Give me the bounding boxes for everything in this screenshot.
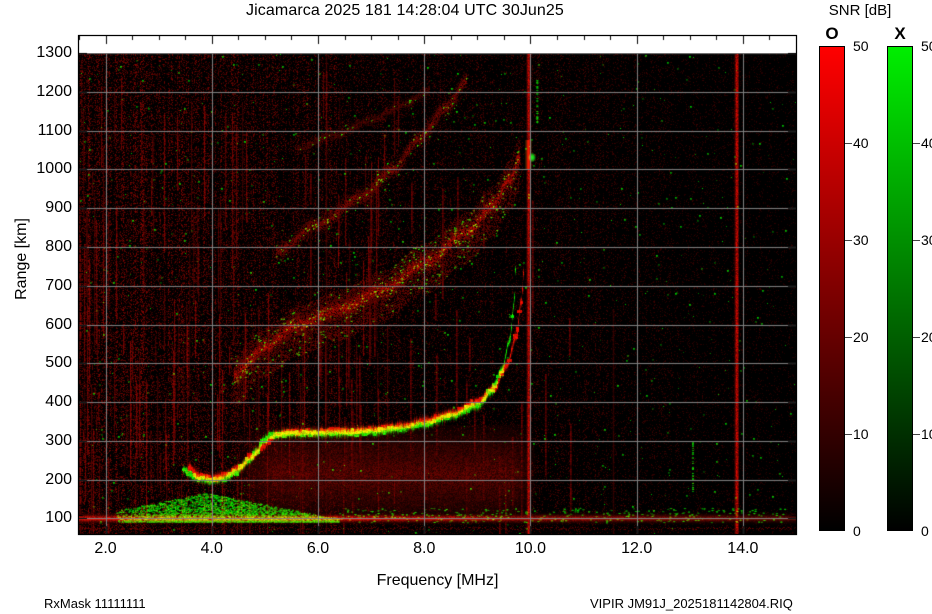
- colorbar-tick-label: 40: [921, 135, 932, 151]
- colorbar-x-mode-label: X: [894, 24, 906, 43]
- colorbar-title: SNR [dB]: [828, 2, 892, 19]
- colorbar-tick: [845, 143, 852, 144]
- axis-ticks-canvas: [66, 23, 826, 563]
- y-axis-tick-label: 800: [45, 237, 72, 255]
- y-axis-tick-label: 200: [45, 470, 72, 488]
- y-axis-tick-label: 600: [45, 315, 72, 333]
- colorbar-tick-label: 20: [921, 329, 932, 345]
- y-axis-tick-label: 500: [45, 354, 72, 372]
- ionogram-plot[interactable]: [66, 23, 826, 563]
- colorbar-o-mode-label: O: [825, 24, 839, 43]
- y-axis-tick-label: 300: [45, 431, 72, 449]
- x-axis-ticklabels: 2.0 4.0 6.0 8.0 10.0 12.0 14.0: [78, 540, 797, 562]
- x-axis-tick-label: 6.0: [306, 540, 330, 557]
- colorbar-tick: [845, 337, 852, 338]
- colorbar-tick-label: 10: [921, 426, 932, 442]
- y-axis-tick-label: 400: [45, 393, 72, 411]
- colorbar-tick-label: 20: [853, 329, 869, 345]
- y-axis-tick-label: 700: [45, 276, 72, 294]
- x-axis-tick-label: 4.0: [200, 540, 223, 557]
- colorbar-tick: [845, 434, 852, 435]
- x-axis-tick-label: 8.0: [413, 540, 436, 557]
- colorbar-tick-label: 30: [921, 232, 932, 248]
- riq-filename-label: VIPIR JM91J_2025181142804.RIQ: [590, 596, 793, 611]
- colorbar-tick: [845, 240, 852, 241]
- colorbar-tick: [913, 240, 920, 241]
- colorbar-tick-label: 0: [921, 523, 929, 539]
- y-axis-tick-label: 1100: [37, 121, 72, 139]
- x-axis-tick-label: 2.0: [94, 540, 117, 557]
- colorbar-tick-label: 50: [853, 38, 869, 54]
- x-axis-tick-label: 12.0: [621, 540, 653, 557]
- colorbar-tick: [913, 143, 920, 144]
- colorbar-o-gradient[interactable]: [819, 46, 845, 531]
- colorbar-tick: [913, 337, 920, 338]
- colorbar-tick-label: 30: [853, 232, 869, 248]
- colorbar-legend: SNR [dB] O 0 10 20 30 40 50 X 0 10 20 30 40 50: [805, 0, 932, 540]
- colorbar-tick-label: 40: [853, 135, 869, 151]
- colorbar-tick-label: 10: [853, 426, 869, 442]
- colorbar-x-gradient[interactable]: [887, 46, 913, 531]
- y-axis-title: Range [km]: [13, 218, 30, 300]
- colorbar-tick-label: 50: [921, 38, 932, 54]
- x-axis-title: Frequency [MHz]: [376, 572, 499, 589]
- y-axis-tick-label: 100: [45, 509, 72, 527]
- y-axis-tick-label: 1300: [36, 44, 72, 61]
- colorbar-tick-label: 0: [853, 523, 861, 539]
- colorbar-tick: [913, 434, 920, 435]
- page-title: Jicamarca 2025 181 14:28:04 UTC 30Jun25: [246, 2, 564, 19]
- y-axis-tick-label: 1000: [36, 160, 72, 178]
- y-axis-ticklabels: 100 200 300 400 500 600 700 800 900 1000 1100 1200 1…: [0, 35, 72, 535]
- y-axis-tick-label: 1200: [36, 82, 72, 100]
- y-axis-tick-label: 900: [45, 199, 72, 217]
- x-axis-tick-label: 10.0: [514, 540, 546, 557]
- rxmask-label: RxMask 11111111: [44, 596, 146, 611]
- x-axis-tick-label: 14.0: [727, 540, 759, 557]
